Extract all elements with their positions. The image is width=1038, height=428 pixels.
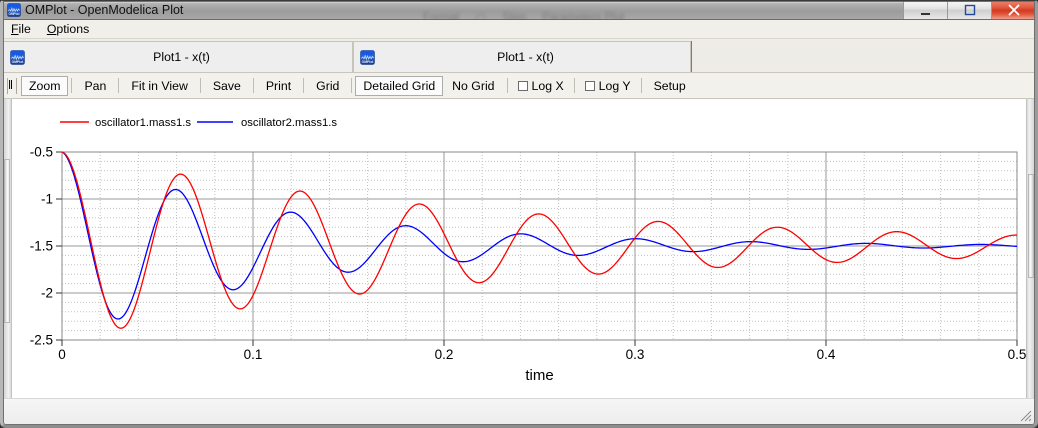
svg-text:0.4: 0.4 — [817, 347, 836, 362]
svg-text:oscillator2.mass1.s: oscillator2.mass1.s — [241, 117, 337, 129]
svg-text:-1: -1 — [41, 192, 53, 207]
svg-text:-0.5: -0.5 — [30, 145, 53, 160]
svg-text:time: time — [525, 367, 553, 384]
svg-text:OMPlot: OMPlot — [362, 59, 375, 63]
svg-text:0.5: 0.5 — [1008, 347, 1027, 362]
svg-text:OMPlot: OMPlot — [12, 59, 25, 63]
svg-text:-1.5: -1.5 — [30, 239, 53, 254]
svg-text:0.1: 0.1 — [244, 347, 263, 362]
svg-text:0: 0 — [58, 347, 66, 362]
svg-text:0.3: 0.3 — [626, 347, 645, 362]
svg-text:-2.5: -2.5 — [30, 333, 53, 348]
svg-text:OMPlot: OMPlot — [9, 12, 20, 16]
svg-text:oscillator1.mass1.s: oscillator1.mass1.s — [95, 117, 191, 129]
svg-text:-2: -2 — [41, 286, 53, 301]
svg-text:0.2: 0.2 — [435, 347, 454, 362]
